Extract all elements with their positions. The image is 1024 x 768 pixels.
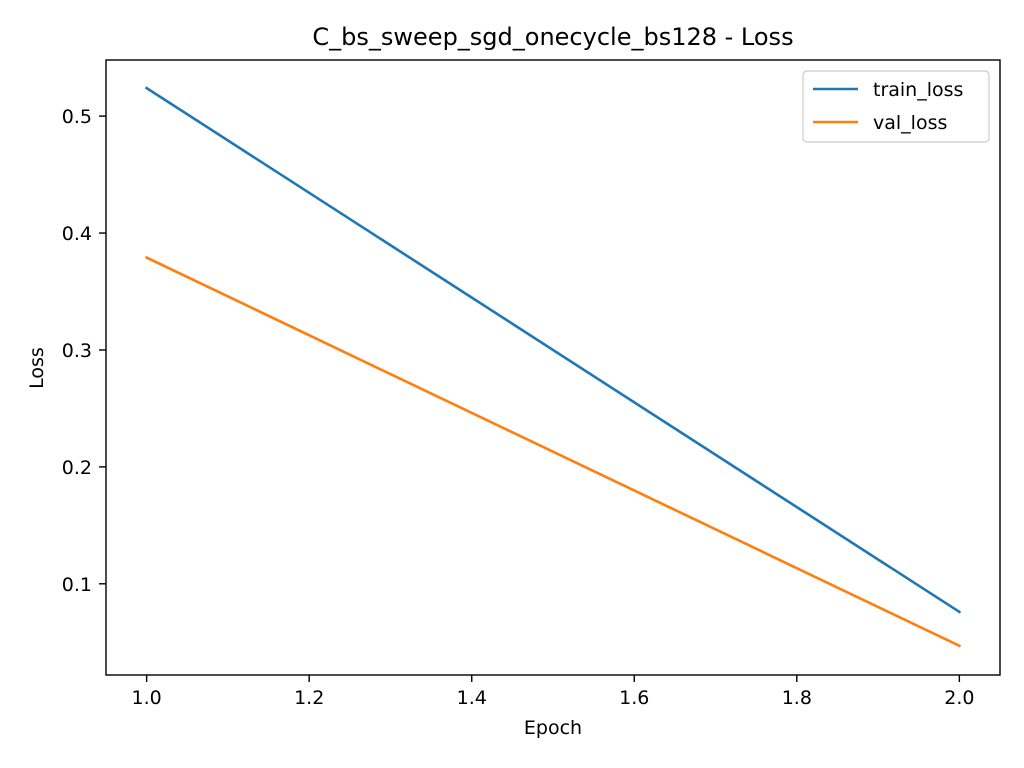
y-tick-label: 0.2: [62, 457, 92, 479]
x-tick-label: 1.0: [132, 687, 162, 709]
x-tick-label: 1.6: [619, 687, 649, 709]
plot-area: [105, 59, 1001, 676]
x-tick-label: 1.4: [457, 687, 487, 709]
axes-frame: [105, 59, 1001, 676]
x-axis-label: Epoch: [524, 717, 582, 739]
x-tick-label: 1.2: [294, 687, 324, 709]
axis-ticks: 1.0 1.2 1.4 1.6 1.8 2.0 0.1 0.2 0.3 0.4 0.5: [62, 106, 975, 709]
y-tick-label: 0.5: [62, 106, 92, 128]
legend-entry-val_loss: val_loss: [873, 112, 947, 134]
x-tick-label: 2.0: [944, 687, 974, 709]
series-line-train_loss: [144, 86, 962, 614]
y-axis-label: Loss: [26, 347, 48, 389]
x-tick-label: 1.8: [782, 687, 812, 709]
y-tick-label: 0.4: [62, 223, 92, 245]
legend-entry-train_loss: train_loss: [873, 79, 963, 101]
chart-title: C_bs_sweep_sgd_onecycle_bs128 - Loss: [312, 23, 793, 51]
y-tick-label: 0.3: [62, 340, 92, 362]
y-tick-label: 0.1: [62, 574, 92, 596]
legend: train_loss val_loss: [802, 70, 990, 143]
series-line-val_loss: [144, 255, 962, 648]
